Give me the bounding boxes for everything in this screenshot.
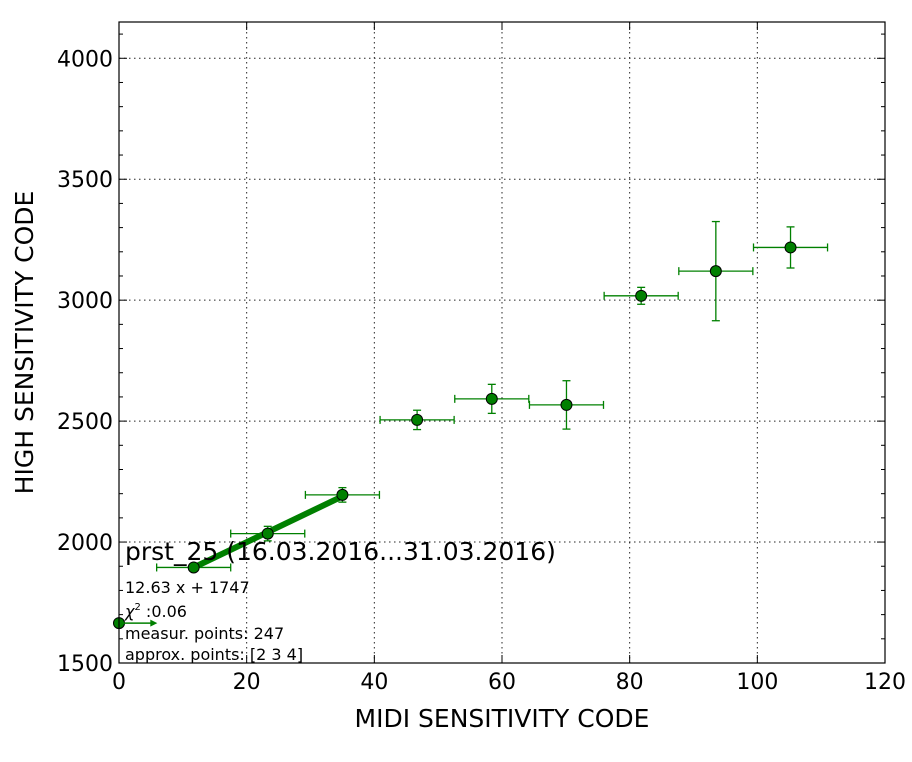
y-tick-label: 4000 <box>57 47 113 72</box>
tick-labels: 0 20 40 60 80 100 120 1500 2000 2500 3000 3500 4000 <box>57 47 906 695</box>
data-point <box>261 527 274 540</box>
x-tick-label: 80 <box>616 670 644 695</box>
data-point <box>784 241 797 254</box>
y-tick-label: 1500 <box>57 652 113 677</box>
x-axis-label: MIDI SENSITIVITY CODE <box>355 704 650 733</box>
y-tick-label: 3500 <box>57 168 113 193</box>
chi-symbol: χ <box>124 602 135 621</box>
x-tick-label: 0 <box>112 670 126 695</box>
annotation-equation: 12.63 x + 1747 <box>125 578 250 597</box>
data-point <box>411 413 424 426</box>
x-tick-label: 40 <box>360 670 388 695</box>
data-point <box>336 488 349 501</box>
data-point <box>187 561 200 574</box>
y-tick-label: 2000 <box>57 531 113 556</box>
chi-superscript: 2 <box>134 602 140 613</box>
x-tick-label: 60 <box>488 670 516 695</box>
x-tick-label: 20 <box>233 670 261 695</box>
annotation-title: prst_25 (16.03.2016...31.03.2016) <box>125 537 556 566</box>
annotation-approx-points: approx. points: [2 3 4] <box>125 645 303 664</box>
y-tick-label: 3000 <box>57 289 113 314</box>
data-point <box>560 398 573 411</box>
grid <box>119 22 885 663</box>
minor-ticks <box>119 33 885 640</box>
data-point <box>485 392 498 405</box>
y-tick-label: 2500 <box>57 410 113 435</box>
x-tick-label: 120 <box>864 670 906 695</box>
data-point <box>635 289 648 302</box>
data-points <box>113 241 797 630</box>
arrow-head <box>150 619 158 627</box>
arrow-group <box>119 619 158 627</box>
y-axis-label: HIGH SENSITIVITY CODE <box>10 191 39 495</box>
plot-frame <box>118 21 886 664</box>
data-point <box>709 265 722 278</box>
x-tick-label: 100 <box>736 670 778 695</box>
annotation-chi2: χ2 :0.06 <box>124 602 187 621</box>
annotations: prst_25 (16.03.2016...31.03.2016) 12.63 … <box>124 537 556 664</box>
chi-value: :0.06 <box>141 602 187 621</box>
annotation-measur-points: measur. points: 247 <box>125 624 284 643</box>
